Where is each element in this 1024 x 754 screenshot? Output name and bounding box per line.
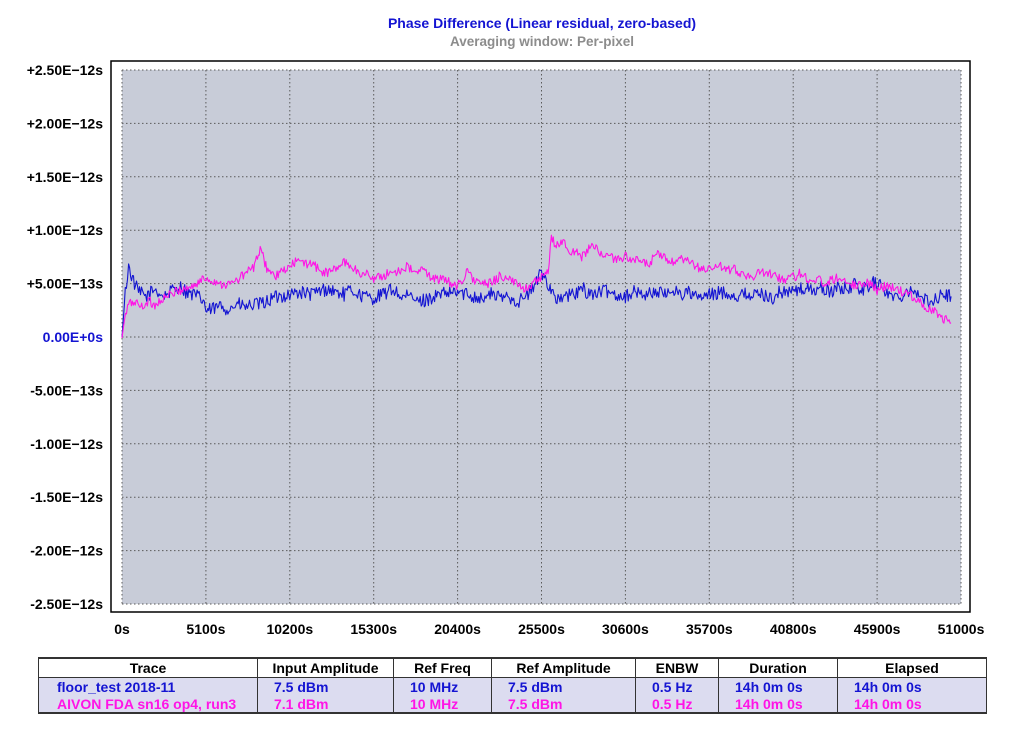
x-tick-label: 15300s: [350, 621, 397, 637]
chart-title: Phase Difference (Linear residual, zero-…: [388, 15, 696, 31]
legend-row-floor-test[interactable]: floor_test 2018-11 7.5 dBm 10 MHz 7.5 dB…: [38, 677, 987, 695]
legend-row-aivon[interactable]: AIVON FDA sn16 op4, run3 7.1 dBm 10 MHz …: [38, 695, 987, 714]
cell-ref-amplitude: 7.5 dBm: [491, 695, 636, 714]
phase-difference-chart: Phase Difference (Linear residual, zero-…: [27, 15, 985, 637]
cell-duration: 14h 0m 0s: [718, 695, 838, 714]
cell-input-amplitude: 7.5 dBm: [257, 677, 394, 695]
y-tick-label: +5.00E−13s: [27, 276, 104, 292]
cell-enbw: 0.5 Hz: [635, 677, 719, 695]
cell-elapsed: 14h 0m 0s: [837, 695, 987, 714]
y-tick-label: 0.00E+0s: [43, 329, 104, 345]
x-tick-label: 30600s: [602, 621, 649, 637]
x-axis-ticks: 0s 5100s 10200s 15300s 20400s 25500s 30600s 357…: [114, 621, 984, 637]
cell-duration: 14h 0m 0s: [718, 677, 838, 695]
header-ref-freq: Ref Freq: [393, 657, 492, 678]
x-tick-label: 51000s: [938, 621, 985, 637]
cell-enbw: 0.5 Hz: [635, 695, 719, 714]
x-tick-label: 45900s: [854, 621, 901, 637]
y-tick-label: -1.00E−12s: [30, 436, 103, 452]
x-tick-label: 20400s: [434, 621, 481, 637]
header-enbw: ENBW: [635, 657, 719, 678]
x-tick-label: 5100s: [186, 621, 225, 637]
series-line-aivon: [121, 234, 952, 339]
y-tick-label: +1.00E−12s: [27, 222, 104, 238]
x-tick-label: 40800s: [770, 621, 817, 637]
y-tick-label: +1.50E−12s: [27, 169, 104, 185]
grid-lines: [121, 69, 962, 605]
trace-legend-table: Trace Input Amplitude Ref Freq Ref Ampli…: [38, 657, 987, 714]
y-tick-label: +2.50E−12s: [27, 62, 104, 78]
header-elapsed: Elapsed: [837, 657, 987, 678]
y-axis-ticks: +2.50E−12s +2.00E−12s +1.50E−12s +1.00E−12s…: [27, 62, 104, 612]
cell-trace: AIVON FDA sn16 op4, run3: [38, 695, 258, 714]
y-tick-label: -2.50E−12s: [30, 596, 103, 612]
y-tick-label: -2.00E−12s: [30, 543, 103, 559]
cell-ref-freq: 10 MHz: [393, 695, 492, 714]
x-tick-label: 35700s: [686, 621, 733, 637]
cell-input-amplitude: 7.1 dBm: [257, 695, 394, 714]
series-layer: [121, 234, 952, 339]
cell-elapsed: 14h 0m 0s: [837, 677, 987, 695]
cell-trace: floor_test 2018-11: [38, 677, 258, 695]
legend-header-row: Trace Input Amplitude Ref Freq Ref Ampli…: [38, 657, 987, 678]
cell-ref-amplitude: 7.5 dBm: [491, 677, 636, 695]
header-ref-amplitude: Ref Amplitude: [491, 657, 636, 678]
y-tick-label: +2.00E−12s: [27, 115, 104, 131]
x-tick-label: 25500s: [518, 621, 565, 637]
x-tick-label: 0s: [114, 621, 130, 637]
header-trace: Trace: [38, 657, 258, 678]
header-input-amplitude: Input Amplitude: [257, 657, 394, 678]
chart-subtitle: Averaging window: Per-pixel: [450, 34, 634, 49]
x-tick-label: 10200s: [266, 621, 313, 637]
cell-ref-freq: 10 MHz: [393, 677, 492, 695]
y-tick-label: -1.50E−12s: [30, 489, 103, 505]
y-tick-label: -5.00E−13s: [30, 382, 103, 398]
header-duration: Duration: [718, 657, 838, 678]
